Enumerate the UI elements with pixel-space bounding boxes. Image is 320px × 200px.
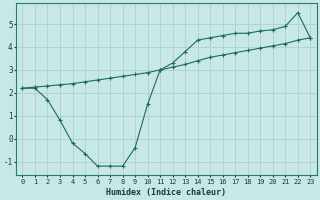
X-axis label: Humidex (Indice chaleur): Humidex (Indice chaleur) (106, 188, 226, 197)
